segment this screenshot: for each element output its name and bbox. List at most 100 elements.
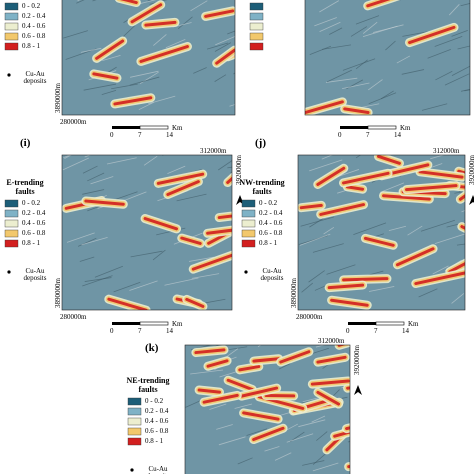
relief xyxy=(190,0,208,12)
scale-bar xyxy=(112,322,140,325)
prospectivity-zone xyxy=(343,107,370,115)
scale-bar xyxy=(348,322,376,325)
prospectivity-zone xyxy=(252,357,281,363)
legend-swatch xyxy=(4,42,19,51)
relief xyxy=(257,345,262,348)
prospectivity-zone xyxy=(343,424,350,432)
legend-deposits: Cu-Au deposits xyxy=(147,465,170,474)
relief xyxy=(311,415,326,423)
legend-swatch xyxy=(249,22,264,31)
map-background xyxy=(305,0,470,115)
relief xyxy=(82,189,105,195)
scale-bar xyxy=(112,126,140,129)
relief xyxy=(326,264,356,275)
relief xyxy=(83,83,117,91)
legend-swatch xyxy=(4,229,19,238)
legend-label: 0 - 0.2 xyxy=(22,199,41,207)
prospectivity-zone xyxy=(344,384,350,392)
relief xyxy=(106,157,137,165)
relief xyxy=(407,225,423,236)
deposit-symbol xyxy=(7,270,11,274)
relief xyxy=(319,0,340,13)
legend-label: 0.4 - 0.6 xyxy=(259,219,283,227)
panel-title: NE-trending faults xyxy=(126,376,170,395)
relief xyxy=(316,431,328,441)
legend-label: 0.8 - 1 xyxy=(259,239,278,247)
relief xyxy=(432,265,449,275)
relief xyxy=(451,293,465,304)
legend-label: 0 - 0.2 xyxy=(259,199,278,207)
relief xyxy=(130,250,163,258)
prospectivity-zone xyxy=(95,39,125,60)
relief xyxy=(372,24,404,33)
legend-swatch xyxy=(249,2,264,11)
relief xyxy=(148,95,176,105)
prospectivity-zone xyxy=(405,184,458,192)
legend-label: 0.8 - 1 xyxy=(145,437,164,445)
relief xyxy=(246,428,268,436)
relief xyxy=(234,403,253,409)
relief xyxy=(138,101,154,111)
relief xyxy=(191,273,220,279)
deposit-symbol xyxy=(130,468,134,472)
relief xyxy=(193,67,207,74)
prospectivity-zone xyxy=(382,194,431,201)
relief xyxy=(214,42,232,52)
relief xyxy=(312,453,326,465)
relief xyxy=(143,155,158,166)
relief xyxy=(216,424,233,430)
scale-tick: 0 xyxy=(110,131,114,139)
prospectivity-zone xyxy=(342,277,389,282)
relief xyxy=(435,70,453,81)
relief xyxy=(94,265,123,278)
legend-swatch xyxy=(4,199,19,208)
prospectivity-zone xyxy=(345,426,350,431)
prospectivity-zone xyxy=(113,96,153,106)
legend-swatch xyxy=(249,42,264,51)
legend-swatch xyxy=(127,427,142,436)
relief xyxy=(368,92,397,105)
legend-label: 0.4 - 0.6 xyxy=(145,417,169,425)
map-content xyxy=(62,155,232,310)
legend-swatch xyxy=(127,437,142,446)
relief xyxy=(206,42,229,50)
scale-tick: 14 xyxy=(166,131,173,139)
relief xyxy=(177,16,193,30)
relief xyxy=(385,40,396,51)
scale-tick: 14 xyxy=(166,327,173,335)
relief xyxy=(165,39,186,49)
relief xyxy=(237,457,253,465)
relief xyxy=(444,73,470,86)
scale-bar xyxy=(139,321,169,326)
relief xyxy=(457,45,470,50)
legend-label: 0.4 - 0.6 xyxy=(22,219,46,227)
prospectivity-zone xyxy=(206,359,229,368)
relief xyxy=(111,83,138,90)
relief xyxy=(312,462,339,472)
relief xyxy=(451,65,470,76)
scale-unit: Km xyxy=(172,124,183,132)
prospectivity-zone xyxy=(363,236,395,247)
scale-tick: 7 xyxy=(366,131,370,139)
legend-label: 0.2 - 0.4 xyxy=(22,12,46,20)
legend-label: 0.8 - 1 xyxy=(22,42,41,50)
relief xyxy=(323,226,335,235)
prospectivity-zone xyxy=(143,217,179,231)
map-frame xyxy=(61,154,233,311)
relief xyxy=(302,460,325,466)
relief xyxy=(79,256,95,262)
map-content xyxy=(62,0,235,115)
relief xyxy=(308,270,325,283)
relief xyxy=(329,27,343,35)
prospectivity-zone xyxy=(327,283,365,290)
prospectivity-zone xyxy=(457,169,465,175)
prospectivity-zone xyxy=(156,172,205,185)
relief xyxy=(298,419,326,428)
prospectivity-zone xyxy=(144,20,177,27)
relief xyxy=(420,219,455,232)
relief xyxy=(102,55,121,62)
prospectivity-zone xyxy=(418,170,464,179)
legend-swatch xyxy=(241,209,256,218)
relief xyxy=(214,74,227,82)
